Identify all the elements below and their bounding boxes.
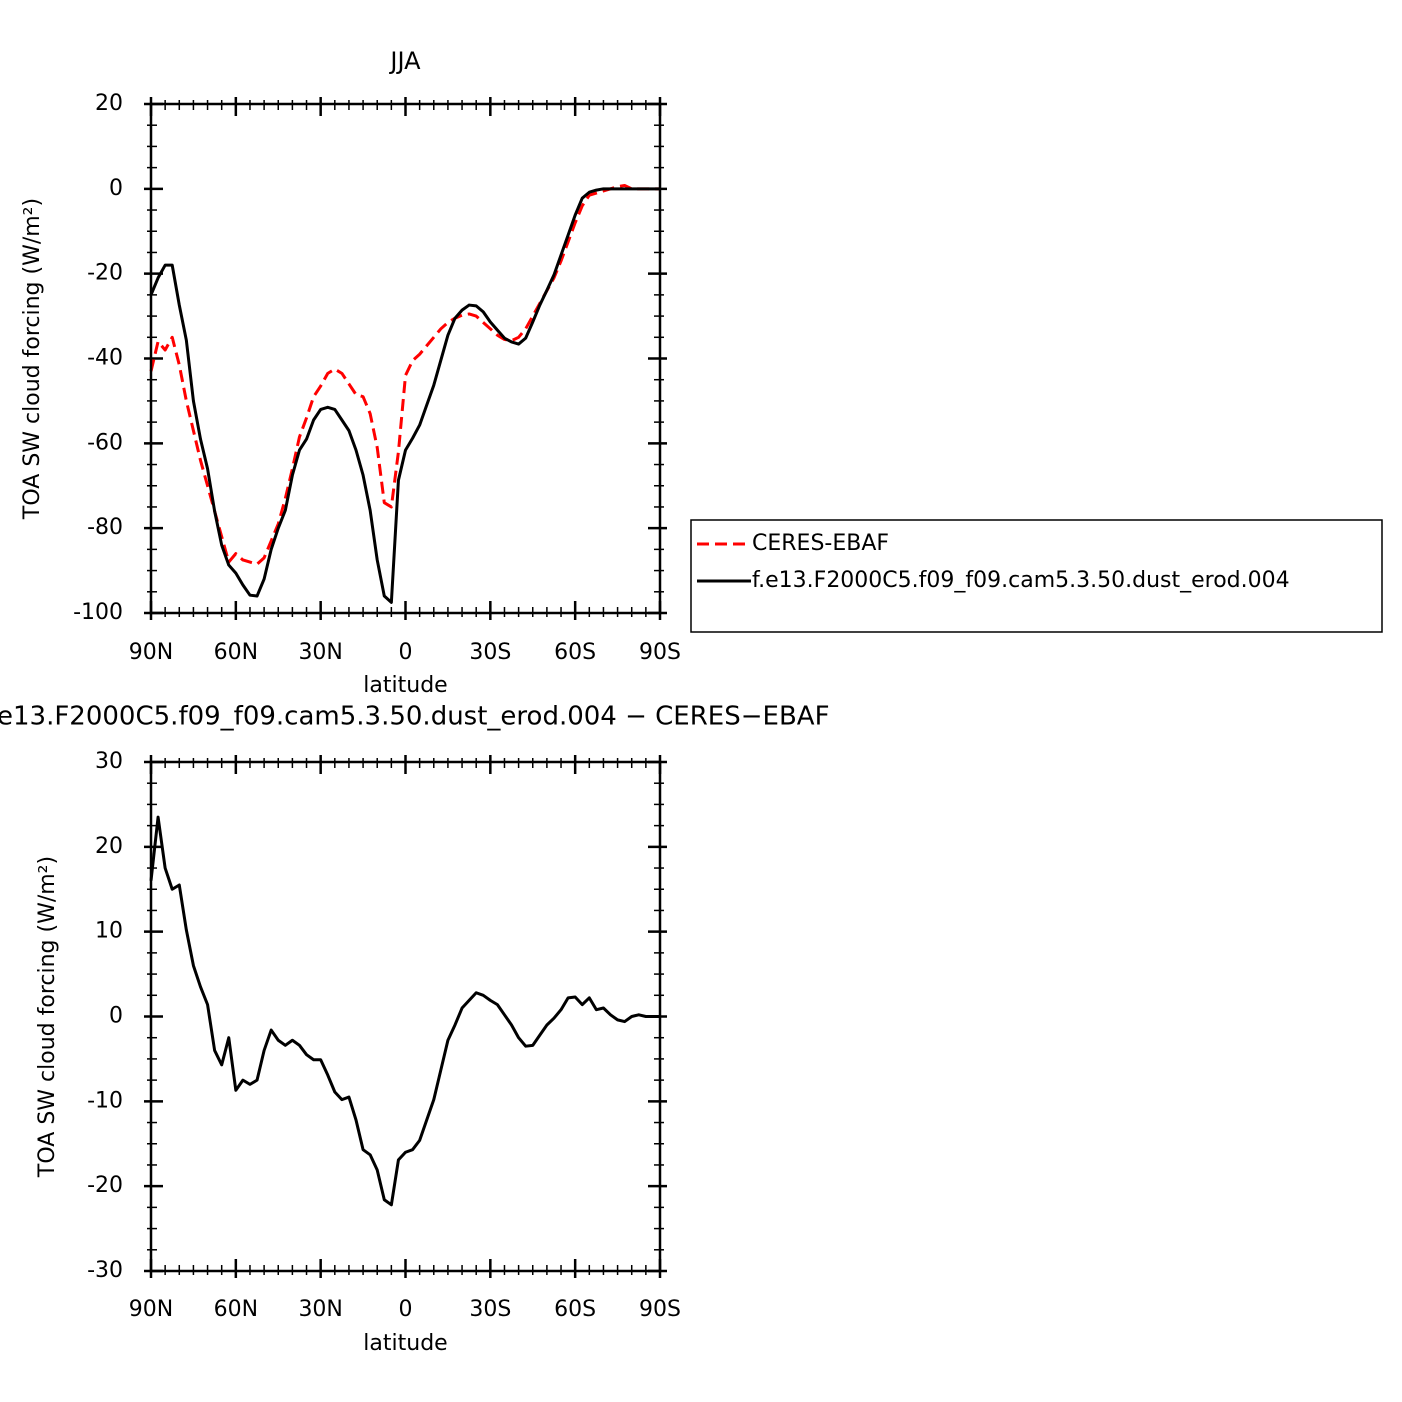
y-tick-label: -30 [87,1258,123,1283]
x-axis-label: latitude [363,1331,447,1356]
x-tick-label: 30N [298,640,342,665]
chart-title: f.e13.F2000C5.f09_f09.cam5.3.50.dust_ero… [0,702,830,732]
y-axis-label: TOA SW cloud forcing (W/m²) [20,198,45,520]
y-tick-label: -40 [87,346,123,371]
y-tick-label: -10 [87,1088,123,1113]
x-tick-label: 0 [399,1297,413,1322]
y-tick-label: 10 [95,919,123,944]
x-tick-label: 60S [554,1297,596,1322]
x-tick-label: 30N [298,1297,342,1322]
data-line [149,815,660,1207]
data-line [149,187,660,604]
y-tick-label: 20 [95,834,123,859]
data-line [149,183,660,566]
plot-frame [149,760,662,1273]
y-tick-label: -60 [87,430,123,455]
x-tick-label: 60S [554,640,596,665]
x-tick-label: 0 [399,640,413,665]
x-axis-label: latitude [363,673,447,698]
x-tick-label: 90S [639,640,681,665]
x-tick-label: 60N [214,1297,258,1322]
y-tick-label: 20 [95,91,123,116]
y-tick-label: -100 [73,600,123,625]
y-tick-label: 0 [109,176,123,201]
y-tick-label: -80 [87,515,123,540]
x-tick-label: 90N [129,1297,173,1322]
y-tick-label: -20 [87,261,123,286]
y-tick-label: -20 [87,1173,123,1198]
y-tick-label: 0 [109,1004,123,1029]
chart-title: JJA [388,47,421,75]
x-tick-label: 90N [129,640,173,665]
legend-label: CERES-EBAF [752,531,889,556]
y-tick-label: 30 [95,749,123,774]
y-axis-label: TOA SW cloud forcing (W/m²) [35,856,60,1178]
x-tick-label: 90S [639,1297,681,1322]
legend-label: f.e13.F2000C5.f09_f09.cam5.3.50.dust_ero… [752,568,1290,593]
plot-frame [149,102,662,615]
x-tick-label: 30S [469,1297,511,1322]
legend-box [690,519,1383,633]
x-tick-label: 30S [469,640,511,665]
x-tick-label: 60N [214,640,258,665]
